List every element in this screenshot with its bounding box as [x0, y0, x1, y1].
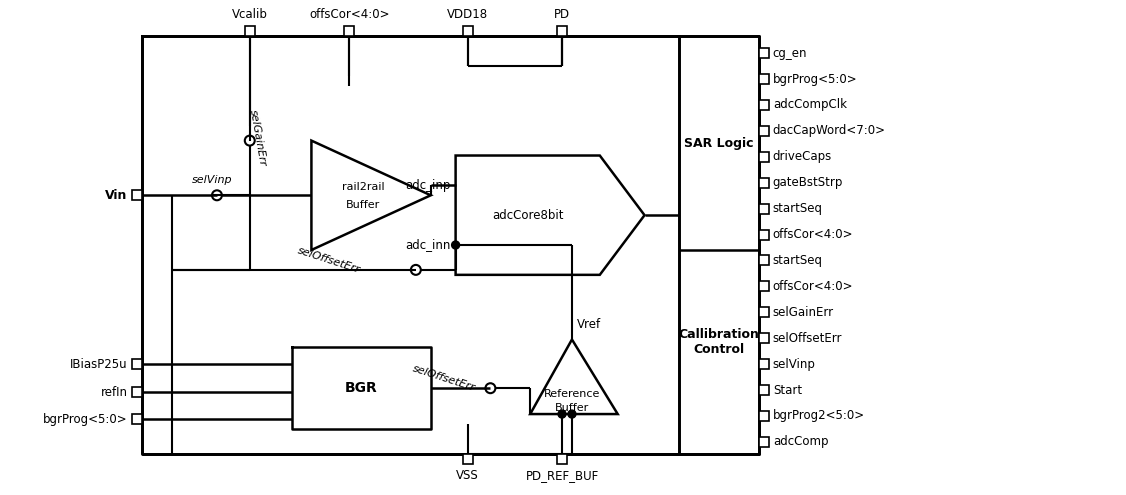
- Bar: [759, 152, 769, 162]
- Text: VSS: VSS: [456, 469, 479, 482]
- Bar: [463, 454, 473, 464]
- Bar: [759, 74, 769, 84]
- Text: IBiasP25u: IBiasP25u: [70, 358, 127, 371]
- Bar: [759, 48, 769, 58]
- Text: VDD18: VDD18: [447, 8, 488, 21]
- Text: selOffsetErr: selOffsetErr: [296, 246, 361, 275]
- Text: offsCor<4:0>: offsCor<4:0>: [772, 228, 854, 241]
- Bar: [759, 203, 769, 213]
- Text: selVinp: selVinp: [193, 175, 233, 185]
- Text: Reference: Reference: [544, 389, 600, 399]
- Text: startSeq: startSeq: [772, 254, 823, 267]
- Text: adc_inp: adc_inp: [405, 179, 450, 192]
- Bar: [759, 359, 769, 369]
- Text: startSeq: startSeq: [772, 202, 823, 215]
- Text: cg_en: cg_en: [772, 47, 807, 59]
- Text: Buffer: Buffer: [555, 403, 589, 413]
- Bar: [133, 359, 142, 369]
- Text: adc_inn: adc_inn: [405, 239, 450, 251]
- Text: driveCaps: driveCaps: [772, 150, 832, 163]
- Text: adcCore8bit: adcCore8bit: [492, 209, 563, 222]
- Text: dacCapWord<7:0>: dacCapWord<7:0>: [772, 124, 886, 137]
- Text: selGainErr: selGainErr: [772, 306, 834, 319]
- Text: PD: PD: [554, 8, 570, 21]
- Text: Vcalib: Vcalib: [232, 8, 268, 21]
- Bar: [244, 26, 254, 36]
- Bar: [759, 126, 769, 136]
- Text: refIn: refIn: [100, 386, 127, 398]
- Text: PD_REF_BUF: PD_REF_BUF: [526, 469, 599, 482]
- Bar: [759, 178, 769, 188]
- Bar: [759, 385, 769, 395]
- Text: bgrProg2<5:0>: bgrProg2<5:0>: [772, 409, 865, 423]
- Bar: [759, 333, 769, 343]
- Bar: [759, 255, 769, 265]
- Text: selVinp: selVinp: [772, 358, 815, 371]
- Bar: [133, 387, 142, 397]
- Text: selGainErr: selGainErr: [248, 109, 268, 167]
- Text: adcComp: adcComp: [772, 436, 829, 448]
- Bar: [759, 282, 769, 292]
- Bar: [759, 100, 769, 110]
- Text: bgrProg<5:0>: bgrProg<5:0>: [772, 72, 857, 86]
- Bar: [557, 454, 568, 464]
- Text: Vref: Vref: [577, 318, 601, 331]
- Bar: [463, 26, 473, 36]
- Text: offsCor<4:0>: offsCor<4:0>: [309, 8, 390, 21]
- Text: bgrProg<5:0>: bgrProg<5:0>: [43, 412, 127, 426]
- Text: Callibration
Control: Callibration Control: [679, 328, 760, 356]
- Text: Buffer: Buffer: [346, 200, 381, 210]
- Text: Vin: Vin: [105, 189, 127, 202]
- Text: rail2rail: rail2rail: [342, 182, 384, 193]
- Bar: [759, 437, 769, 447]
- Text: BGR: BGR: [345, 381, 377, 395]
- Text: selOffsetErr: selOffsetErr: [772, 332, 842, 345]
- Text: Start: Start: [772, 384, 802, 396]
- Text: gateBstStrp: gateBstStrp: [772, 176, 843, 189]
- Text: adcCompClk: adcCompClk: [772, 99, 847, 111]
- Text: selOffsetErr: selOffsetErr: [411, 364, 476, 394]
- Bar: [133, 414, 142, 424]
- Text: offsCor<4:0>: offsCor<4:0>: [772, 280, 854, 293]
- Bar: [759, 411, 769, 421]
- Bar: [759, 230, 769, 240]
- Bar: [759, 307, 769, 317]
- Text: SAR Logic: SAR Logic: [685, 137, 754, 149]
- Circle shape: [452, 241, 459, 249]
- Bar: [345, 26, 355, 36]
- Circle shape: [568, 410, 575, 418]
- Bar: [557, 26, 568, 36]
- Bar: [133, 190, 142, 200]
- Circle shape: [558, 410, 566, 418]
